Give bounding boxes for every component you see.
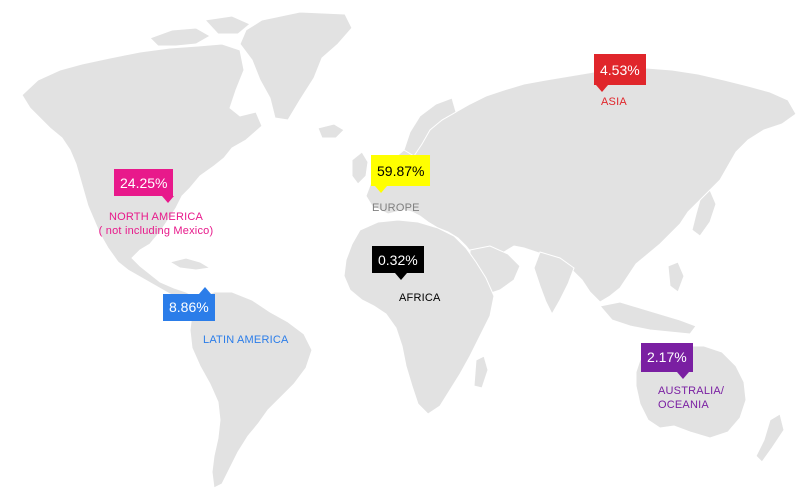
iceland-shape	[317, 123, 345, 139]
europe-badge-tail	[375, 186, 387, 193]
asia-label: ASIA	[601, 95, 627, 109]
africa-badge-tail	[395, 273, 407, 280]
asia-callout: 4.53%	[594, 54, 646, 92]
north-america-callout: 24.25%	[114, 169, 174, 203]
oceania-value-badge: 2.17%	[641, 343, 693, 379]
new-zealand-shape	[755, 413, 785, 463]
asia-value: 4.53%	[600, 62, 640, 78]
japan-shape	[691, 189, 717, 237]
latin-america-callout: 8.86%	[163, 287, 215, 321]
africa-callout: 0.32%	[372, 246, 424, 280]
europe-value: 59.87%	[377, 163, 425, 179]
india-shape	[533, 251, 575, 316]
north-america-label: NORTH AMERICA ( not including Mexico)	[90, 210, 222, 238]
north-america-value: 24.25%	[120, 175, 168, 191]
latin-america-value: 8.86%	[169, 299, 209, 315]
oceania-name-line2: OCEANIA	[658, 399, 709, 411]
asia-badge-tail	[596, 85, 608, 92]
north-america-name: NORTH AMERICA	[108, 211, 204, 223]
oceania-name-line1: AUSTRALIA/	[658, 385, 725, 397]
south-america-shape	[189, 291, 313, 489]
europe-value-badge: 59.87%	[371, 155, 431, 193]
asia-name: ASIA	[601, 96, 627, 108]
oceania-value: 2.17%	[647, 349, 687, 365]
asia-value-badge: 4.53%	[594, 54, 646, 92]
latin-america-badge-tail	[198, 287, 211, 294]
greenland-shape	[239, 11, 353, 121]
eurasia-shape	[365, 67, 797, 303]
latin-america-value-badge: 8.86%	[163, 287, 215, 321]
oceania-callout: 2.17%	[641, 343, 693, 379]
indonesia-shape	[599, 301, 697, 335]
africa-label: AFRICA	[399, 291, 441, 305]
uk-shape	[351, 151, 369, 185]
north-america-badge-tail	[162, 196, 174, 203]
north-america-note: ( not including Mexico)	[98, 225, 214, 237]
oceania-badge-tail	[677, 372, 689, 379]
africa-value: 0.32%	[378, 252, 418, 268]
north-america-value-badge: 24.25%	[114, 169, 174, 203]
latin-america-name: LATIN AMERICA	[203, 334, 289, 346]
madagascar-shape	[473, 355, 489, 389]
africa-value-badge: 0.32%	[372, 246, 424, 280]
europe-name: EUROPE	[372, 202, 420, 214]
europe-callout: 59.87%	[371, 155, 431, 193]
scandinavia-shape	[403, 97, 457, 157]
caribbean-shape	[168, 257, 212, 271]
europe-label: EUROPE	[372, 201, 420, 215]
oceania-label: AUSTRALIA/ OCEANIA	[658, 384, 724, 412]
philippines-shape	[667, 261, 685, 293]
africa-name: AFRICA	[399, 292, 441, 304]
arctic-islands-shape	[149, 27, 212, 47]
latin-america-label: LATIN AMERICA	[203, 333, 289, 347]
arctic-islands-shape-2	[203, 15, 251, 35]
